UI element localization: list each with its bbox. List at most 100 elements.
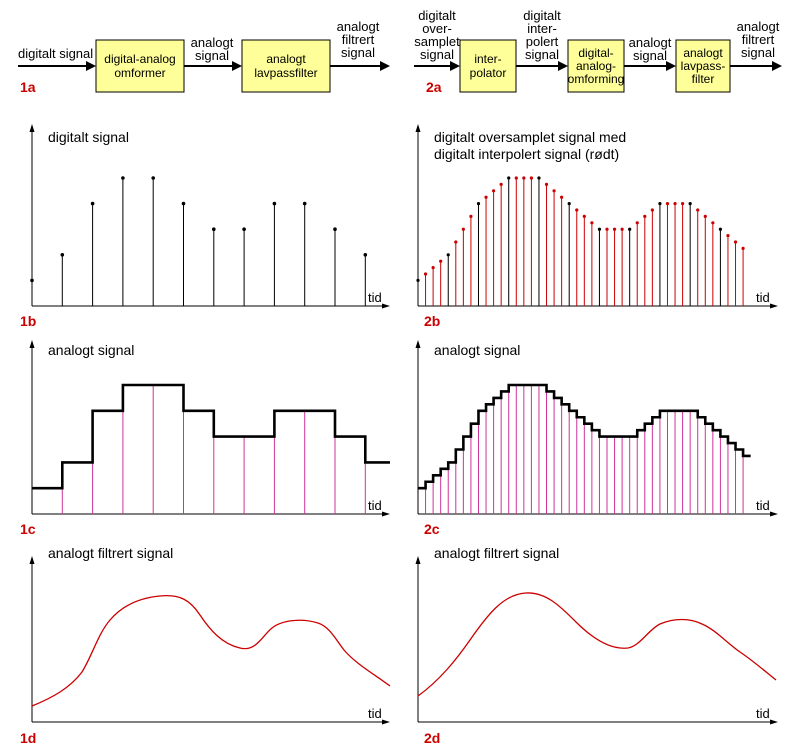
filtered-curve-1d — [31, 594, 391, 707]
lowpass-box-2a-line3: filter — [692, 72, 715, 86]
output-label-1a-line2: filtrert — [342, 32, 375, 47]
oversample-point — [416, 278, 420, 282]
sample-point — [212, 227, 216, 231]
figure-label-1d: 1d — [20, 730, 36, 746]
filtered-curve-2d — [417, 592, 777, 697]
oversample-point — [461, 227, 465, 231]
oversample-point — [597, 227, 602, 231]
arrowhead-icon — [232, 61, 242, 71]
interpolator-box-2a — [459, 39, 517, 93]
oversample-point — [726, 234, 730, 238]
oversample-point — [643, 214, 647, 218]
x-axis-label-1d: tid — [368, 706, 382, 721]
x-axis-label-1c: tid — [368, 498, 382, 513]
plot-title-2b-line2: digitalt interpolert signal (rødt) — [434, 146, 619, 162]
mid1-label-2a-line1: digitalt — [523, 8, 561, 23]
staircase-signal-1c — [32, 383, 390, 514]
oversample-point — [552, 189, 556, 193]
x-axis-label-2d: tid — [756, 706, 770, 721]
mid-label-1a-line1: analogt — [191, 35, 234, 50]
plot-title-1b: digitalt signal — [48, 129, 129, 145]
interpolator-box-2a-line2: polator — [470, 66, 507, 80]
plot-title-2c: analogt signal — [434, 342, 520, 358]
mid2-label-2a-line1: analogt — [629, 35, 672, 50]
lowpass-box-1a-line1: analogt — [266, 52, 306, 66]
staircase-line — [32, 383, 390, 490]
output-label-2a-line3: signal — [741, 45, 775, 60]
mid1-label-2a-line3: polert — [526, 34, 559, 49]
plot-title-1d: analogt filtrert signal — [48, 545, 173, 561]
sample-point — [363, 253, 368, 257]
oversample-point — [469, 214, 473, 218]
input-label-2a-line3: samplet — [414, 34, 460, 49]
mid1-label-2a-line2: inter- — [527, 21, 557, 36]
sample-point — [60, 253, 65, 257]
panel-1c: analogt signal tid 1c — [20, 340, 390, 537]
plot-title-2b-line1: digitalt oversamplet signal med — [434, 129, 626, 145]
oversample-point — [454, 240, 458, 244]
mid-label-1a-line2: signal — [195, 48, 229, 63]
oversample-point — [665, 202, 670, 206]
output-label-1a-line1: analogt — [337, 19, 380, 34]
oversample-point — [499, 182, 503, 186]
oversample-point — [733, 240, 738, 244]
sample-point — [333, 227, 337, 231]
oversample-point — [492, 189, 496, 193]
axis-arrow-icon — [29, 124, 35, 132]
plot-title-2d: analogt filtrert signal — [434, 545, 559, 561]
output-label-2a-line2: filtrert — [742, 32, 775, 47]
sample-point — [272, 201, 277, 206]
oversample-point — [431, 266, 435, 270]
mid1-label-2a-line4: signal — [525, 47, 559, 62]
lowpass-box-1a-line2: lavpassfilter — [254, 66, 317, 80]
figure-label-1c: 1c — [20, 521, 36, 537]
oversample-point — [696, 208, 700, 212]
axis-arrow-icon — [770, 719, 778, 725]
sample-point — [30, 278, 34, 283]
oversample-point — [567, 202, 571, 206]
sample-point — [181, 201, 186, 206]
panel-2c: analogt signal tid 2c — [415, 340, 778, 537]
sample-point — [302, 201, 307, 206]
panel-2b: digitalt oversamplet signal med digitalt… — [415, 124, 778, 329]
sample-point — [90, 201, 95, 206]
lowpass-box-2a-line1: analogt — [683, 46, 723, 60]
lowpass-box-2a — [675, 39, 731, 93]
figure-label-2d: 2d — [424, 730, 440, 746]
dac-box-1a-line1: digital-analog — [104, 52, 175, 66]
oversample-point — [741, 246, 745, 250]
input-label-2a-line2: over- — [422, 21, 452, 36]
axis-arrow-icon — [415, 124, 421, 132]
dac-box-1a-line2: omformer — [114, 66, 165, 80]
oversample-point — [620, 227, 624, 231]
oversample-point — [605, 227, 609, 231]
x-axis-label-1b: tid — [368, 290, 382, 305]
oversample-point — [522, 176, 526, 180]
plot-title-1c: analogt signal — [48, 342, 134, 358]
input-label-1a: digitalt signal — [18, 46, 93, 61]
oversample-point — [711, 221, 715, 225]
oversample-point — [544, 182, 549, 186]
input-label-2a-line1: digitalt — [418, 8, 456, 23]
panel-1d: analogt filtrert signal tid 1d — [20, 545, 391, 746]
dac-box-2a-line2: analog- — [576, 59, 616, 73]
interpolator-box-2a-line1: inter- — [474, 52, 501, 66]
dac-box-2a-line1: digital- — [578, 46, 613, 60]
oversample-point — [575, 208, 579, 212]
oversample-point — [537, 176, 541, 180]
sample-stems-2b — [416, 176, 745, 306]
oversample-point — [673, 202, 677, 206]
mid2-label-2a-line2: signal — [633, 48, 667, 63]
input-label-2a-line4: signal — [420, 47, 454, 62]
oversample-point — [507, 176, 511, 180]
lowpass-box-1a — [241, 39, 331, 93]
oversample-point — [688, 202, 692, 206]
oversample-point — [446, 253, 450, 257]
figure-label-2a: 2a — [426, 79, 442, 95]
oversample-point — [658, 202, 662, 206]
arrowhead-icon — [380, 61, 390, 71]
axis-arrow-icon — [382, 303, 390, 309]
oversample-point — [484, 195, 488, 199]
figure-label-2b: 2b — [424, 313, 440, 329]
x-axis-label-2c: tid — [756, 498, 770, 513]
